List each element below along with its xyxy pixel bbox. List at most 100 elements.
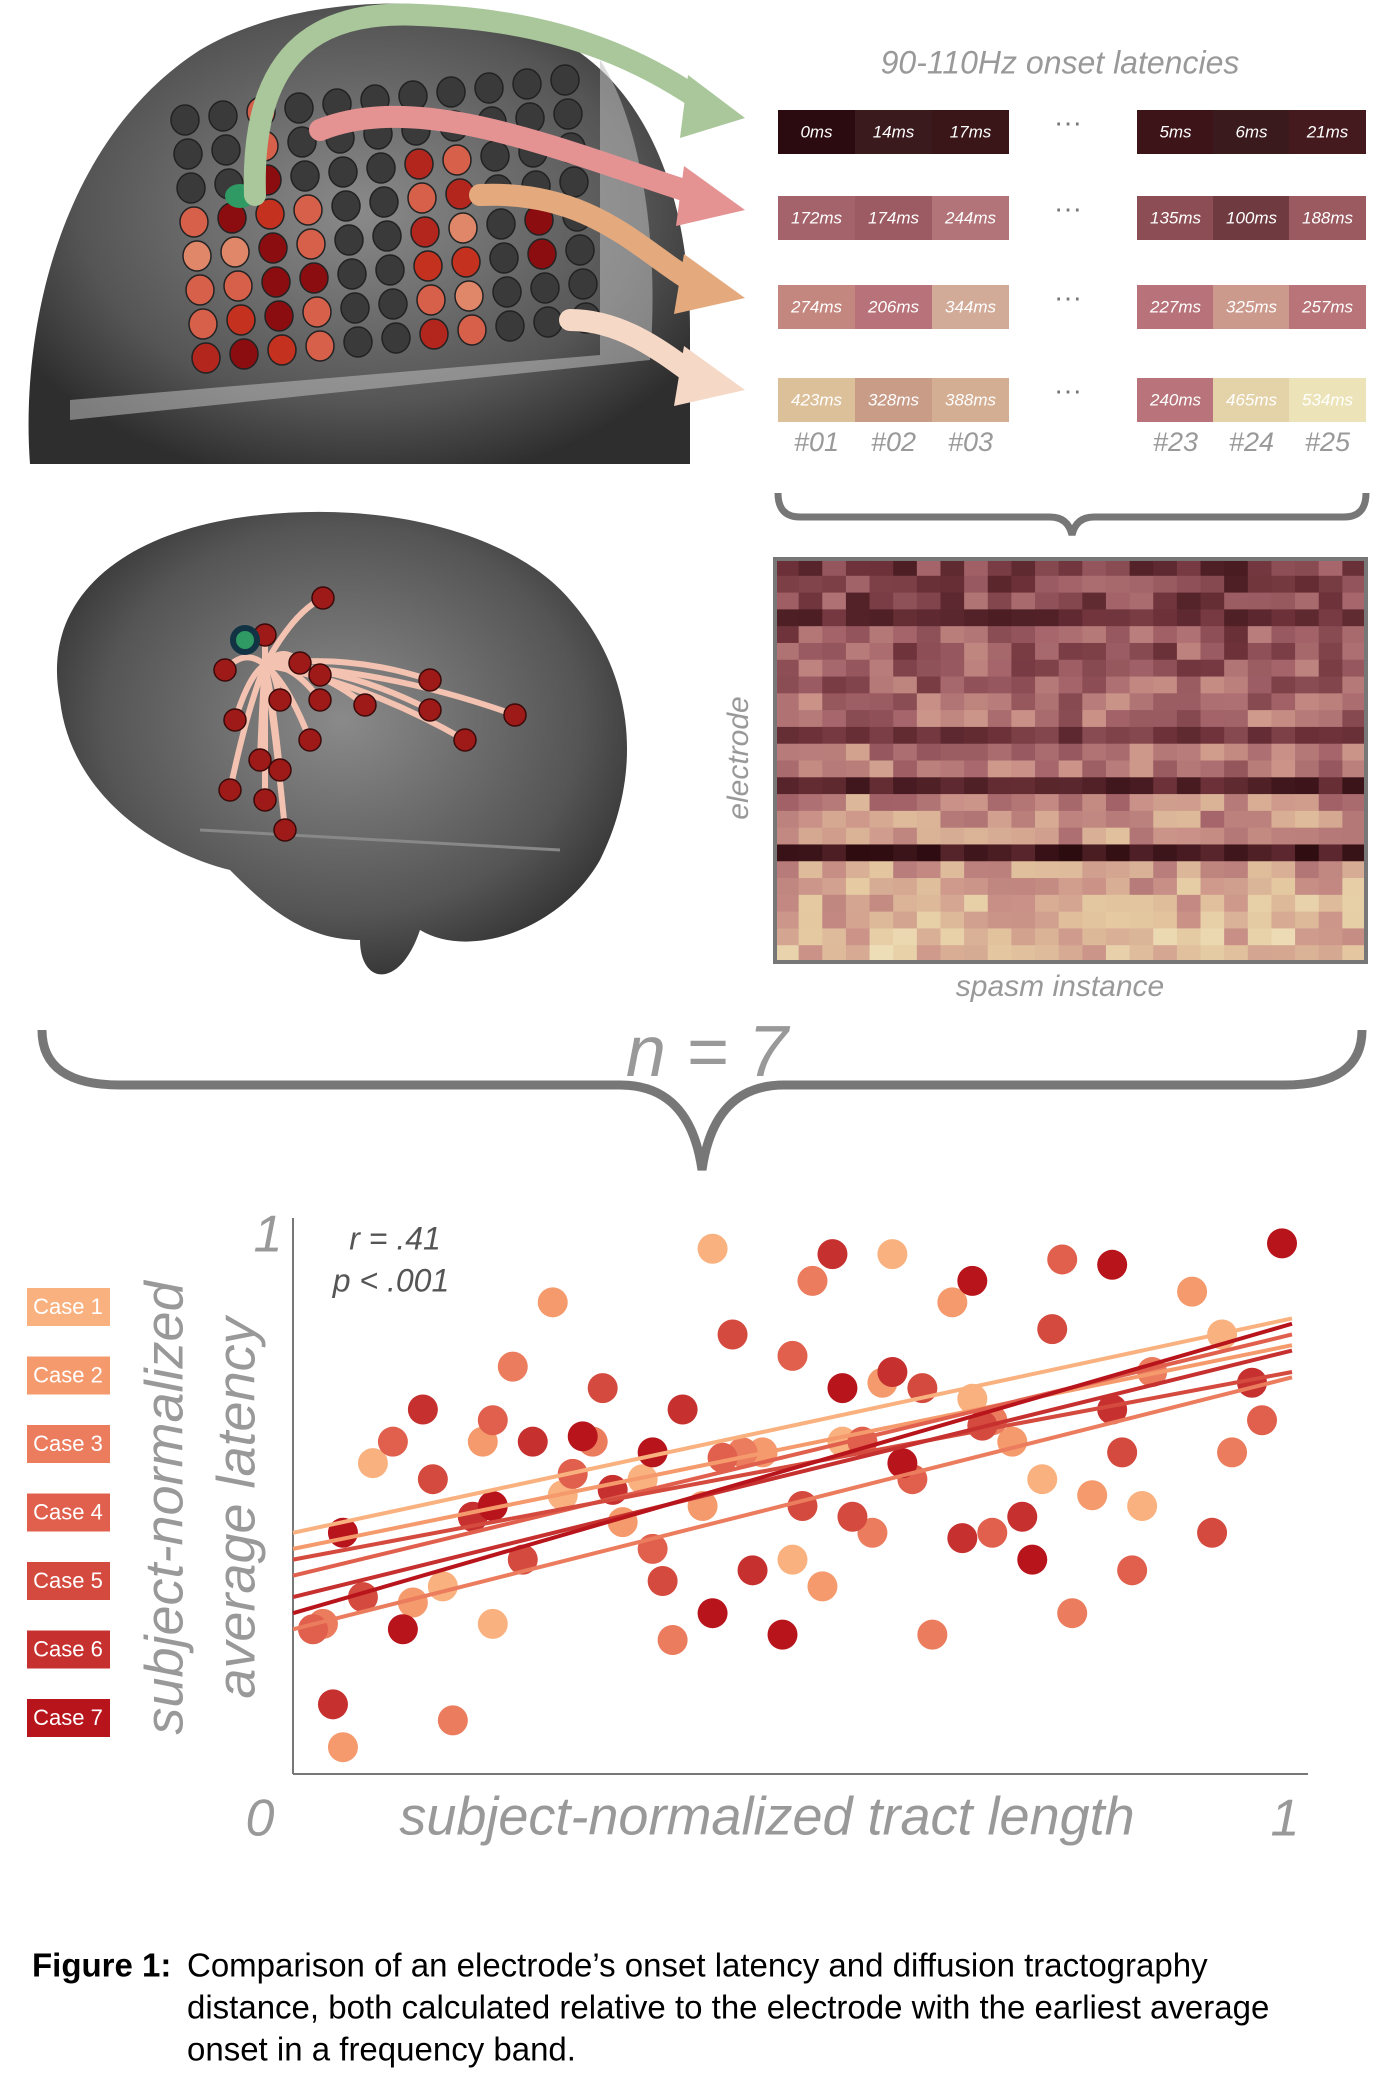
heatmap-cell (1271, 827, 1296, 845)
heatmap-cell (1295, 878, 1320, 896)
point (877, 1239, 908, 1270)
group-label: n = 7 (626, 1012, 791, 1092)
latency-cell (778, 378, 855, 422)
point (657, 1625, 688, 1655)
heatmap-cell (1153, 794, 1178, 812)
electrode (413, 250, 443, 282)
electrode (185, 274, 215, 306)
heatmap-cell (987, 928, 1012, 946)
heatmap-cell (1058, 693, 1083, 711)
heatmap-cell (845, 609, 871, 627)
x-tick-label: 1 (1271, 1790, 1300, 1848)
heatmap-cell (1200, 911, 1225, 929)
heatmap-cell (1153, 810, 1178, 829)
heatmap-cell (1129, 726, 1154, 745)
heatmap-cell (845, 710, 871, 728)
heatmap-cell (1105, 592, 1131, 610)
electrode (218, 778, 242, 802)
latency-label: 388ms (945, 390, 997, 409)
heatmap-cell (798, 592, 823, 610)
heatmap-cell (798, 911, 823, 929)
heatmap-cell (1105, 642, 1131, 661)
heatmap-cell (1176, 810, 1202, 829)
heatmap-cell (1058, 760, 1083, 778)
heatmap-cell (1295, 760, 1320, 778)
latency-cell (778, 196, 855, 240)
heatmap-cell (869, 609, 894, 627)
heatmap-cell (1176, 559, 1202, 577)
heatmap-cell (1318, 609, 1343, 627)
heatmap-cell (964, 626, 989, 644)
point (517, 1426, 548, 1457)
heatmap-cell (1295, 794, 1320, 812)
legend-swatch (27, 1493, 110, 1532)
heatmap-cell (1247, 676, 1272, 694)
point (637, 1437, 668, 1468)
heatmap-cell (1058, 911, 1083, 929)
heatmap-cell (916, 710, 941, 728)
heatmap-cell (775, 794, 800, 812)
heatmap-cell (1035, 642, 1060, 661)
heatmap-cell (1200, 844, 1225, 862)
heatmap-cell (1271, 945, 1296, 963)
arrow (309, 105, 701, 203)
heatmap-cell (940, 760, 965, 778)
heatmap-cell (1035, 710, 1060, 728)
electrode (448, 212, 478, 244)
point (697, 1233, 728, 1264)
heatmap-cell (1224, 894, 1249, 913)
heatmap-cell (1129, 928, 1154, 946)
heatmap-cell (987, 743, 1012, 761)
legend-label: Case 7 (33, 1705, 103, 1730)
point (587, 1373, 618, 1404)
heatmap-cell (987, 794, 1012, 812)
electrode (191, 342, 221, 374)
heatmap-cell (1295, 710, 1320, 728)
heatmap-cell (1105, 626, 1131, 644)
heatmap-cell (1035, 777, 1060, 795)
electrode (284, 92, 314, 124)
heatmap-cell (845, 911, 871, 929)
heatmap-cell (1153, 659, 1178, 678)
heatmap-cell (1082, 592, 1107, 610)
heatmap-cell (1224, 827, 1249, 845)
latency-cell (1137, 285, 1214, 329)
electrode (553, 98, 583, 130)
heatmap-cell (1271, 760, 1296, 778)
heatmap-cell (1224, 777, 1249, 795)
heatmap-cell (822, 575, 847, 594)
point (767, 1619, 798, 1650)
point (877, 1357, 908, 1387)
heatmap-cell (822, 592, 847, 610)
heatmap-cell (798, 626, 823, 644)
point (667, 1394, 698, 1425)
heatmap-cell (964, 928, 989, 946)
heatmap-cell (1318, 642, 1343, 661)
heatmap-cell (1082, 609, 1107, 627)
heatmap-cell (1105, 911, 1131, 929)
heatmap-cell (964, 743, 989, 761)
heatmap-cell (1295, 726, 1320, 745)
heatmap-cell (987, 575, 1012, 594)
electrode (404, 148, 434, 180)
heatmap-cell (1271, 878, 1296, 896)
heatmap-cell (1105, 810, 1131, 829)
heatmap-cell (1153, 710, 1178, 728)
heatmap-cell (845, 861, 871, 879)
electrode (176, 172, 206, 204)
heatmap-cell (1318, 861, 1343, 879)
heatmap-cell (1224, 575, 1249, 594)
heatmap-cell (822, 659, 847, 678)
electrode (253, 788, 277, 812)
heatmap-cell (1224, 878, 1249, 896)
heatmap-cell (1129, 894, 1154, 913)
heatmap-cell (916, 861, 941, 879)
ellipsis: ··· (1054, 106, 1082, 137)
heatmap-cell (893, 726, 918, 745)
heatmap-cell (940, 592, 965, 610)
caption-line: onset in a frequency band. (187, 2031, 576, 2068)
heatmap-cell (916, 659, 941, 678)
point (1057, 1598, 1088, 1629)
heatmap-cell (893, 676, 918, 694)
